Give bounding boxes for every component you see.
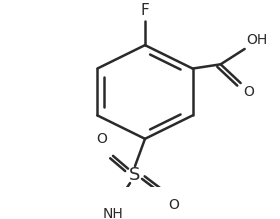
Text: O: O [97, 132, 108, 147]
Text: S: S [129, 166, 141, 184]
Text: O: O [168, 198, 179, 212]
Text: NH: NH [103, 207, 123, 219]
Text: O: O [244, 85, 255, 99]
Text: F: F [141, 3, 149, 18]
Text: OH: OH [247, 33, 268, 47]
